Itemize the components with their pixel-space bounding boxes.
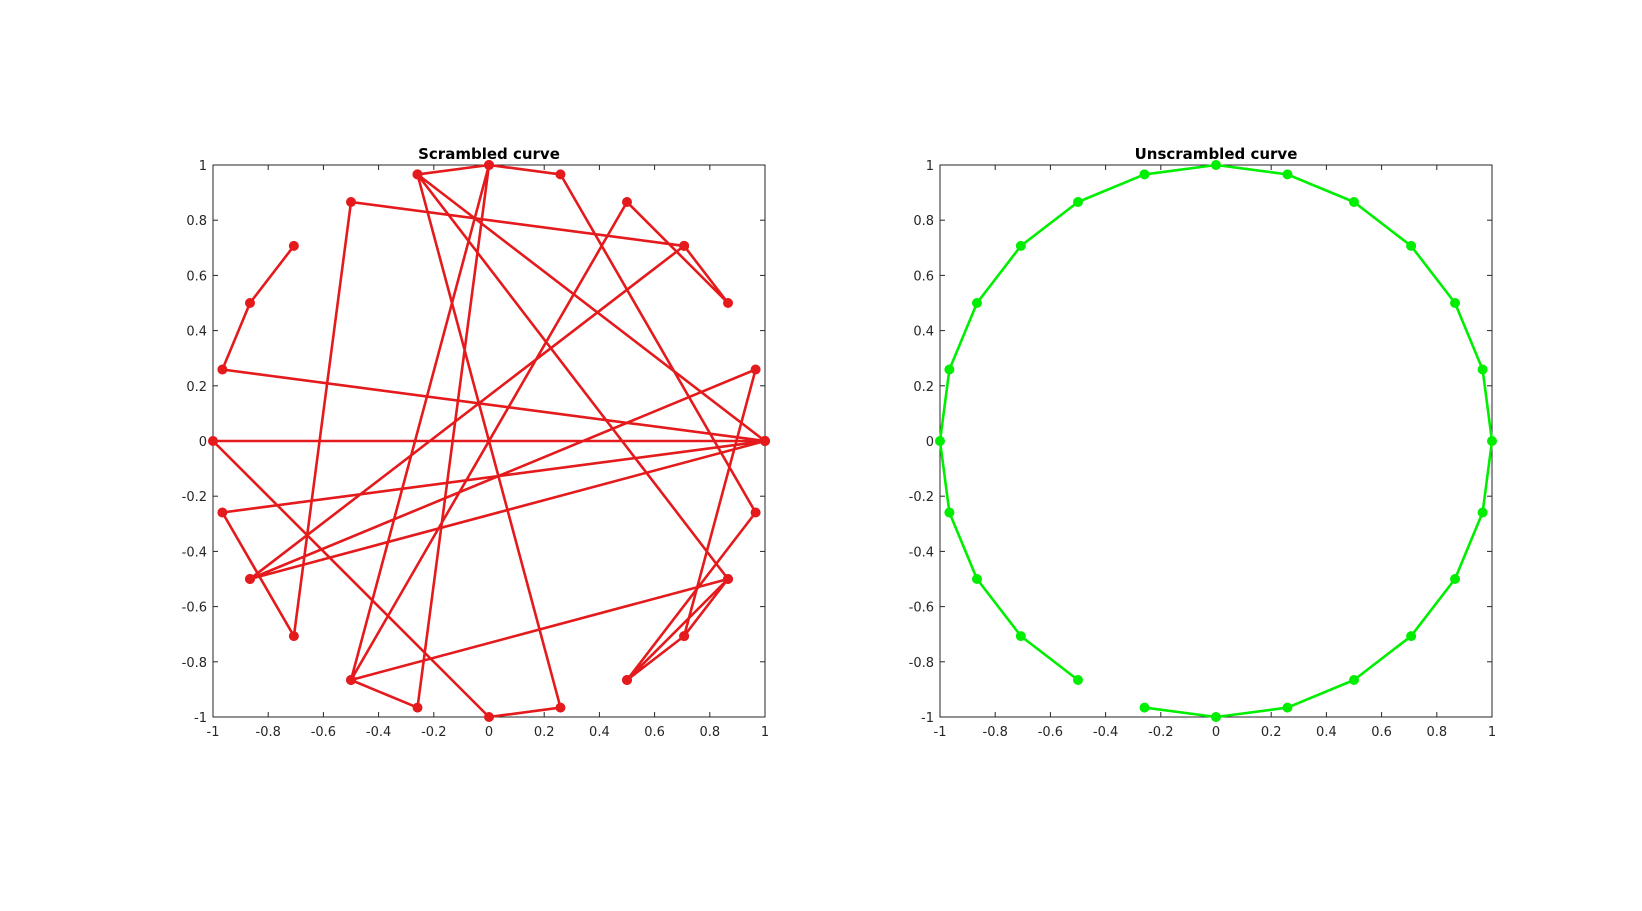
x-tick-label: 1	[761, 725, 769, 740]
data-point	[244, 574, 255, 584]
data-point	[1406, 631, 1417, 642]
chart-title: Scrambled curve	[418, 145, 560, 163]
data-point	[484, 712, 494, 722]
x-tick-label: -1	[934, 725, 947, 740]
data-point	[1349, 675, 1359, 686]
data-point	[971, 574, 982, 584]
data-point	[1139, 702, 1150, 713]
y-tick-label: 0.4	[913, 325, 934, 340]
y-tick-label: 0.2	[913, 380, 934, 395]
data-point	[944, 507, 955, 518]
y-tick-label: 0.8	[913, 214, 934, 229]
y-tick-label: 0.6	[913, 269, 934, 284]
x-tick-label: 0.2	[534, 725, 555, 740]
data-point	[971, 298, 982, 308]
y-tick-label: -0.6	[909, 601, 934, 616]
y-tick-label: 0.6	[186, 269, 207, 284]
x-tick-label: -0.8	[983, 725, 1008, 740]
x-tick-label: 0	[1212, 725, 1220, 740]
x-tick-label: 0.4	[1316, 725, 1337, 740]
data-point	[723, 298, 734, 308]
y-tick-label: 0.4	[186, 325, 207, 340]
data-point	[622, 196, 632, 207]
data-point	[217, 364, 228, 375]
y-tick-label: -0.8	[909, 656, 934, 671]
data-point	[1450, 574, 1461, 584]
data-point	[244, 298, 255, 308]
x-tick-label: 0.6	[644, 725, 665, 740]
x-tick-label: -1	[207, 725, 220, 740]
y-tick-label: 0.8	[186, 214, 207, 229]
data-point	[679, 240, 690, 251]
data-point	[1015, 240, 1026, 251]
data-point	[750, 507, 761, 518]
chart-title: Unscrambled curve	[1135, 145, 1298, 163]
data-point	[1211, 712, 1221, 722]
data-point	[1073, 196, 1083, 207]
y-tick-label: -1	[921, 711, 934, 726]
data-point	[484, 160, 494, 170]
data-point	[1211, 160, 1221, 170]
y-tick-label: -0.4	[182, 545, 207, 560]
series-line	[938, 163, 1494, 719]
x-tick-label: -0.2	[421, 725, 446, 740]
y-tick-label: 0.2	[186, 380, 207, 395]
y-tick-label: 0	[926, 435, 934, 450]
data-point	[288, 240, 299, 251]
x-tick-label: 0.4	[589, 725, 610, 740]
data-point	[1282, 169, 1293, 180]
x-tick-label: -0.6	[311, 725, 336, 740]
data-point	[1406, 240, 1417, 251]
x-tick-label: 1	[1488, 725, 1496, 740]
data-point	[1477, 507, 1488, 518]
x-tick-label: -0.6	[1038, 725, 1063, 740]
data-point	[346, 196, 356, 207]
data-point	[750, 364, 761, 375]
y-tick-label: -1	[194, 711, 207, 726]
y-tick-label: -0.2	[909, 490, 934, 505]
chart-scrambled-curve: -1 -0.8 -0.6 -0.4 -0.2 0 0.2 0.4 0.6 0.8 1 1 0.8 0.6 0…	[182, 145, 770, 740]
data-point	[679, 631, 690, 642]
data-point	[555, 702, 566, 713]
data-point	[1477, 364, 1488, 375]
data-point	[346, 675, 356, 686]
x-tick-label: -0.8	[256, 725, 281, 740]
x-tick-label: -0.4	[1093, 725, 1118, 740]
data-point	[217, 507, 228, 518]
data-point	[622, 675, 632, 686]
x-tick-label: -0.4	[366, 725, 391, 740]
y-tick-label: -0.8	[182, 656, 207, 671]
y-tick-label: 1	[199, 159, 207, 174]
y-tick-label: -0.2	[182, 490, 207, 505]
data-point	[412, 169, 423, 180]
data-point	[288, 631, 299, 642]
x-tick-label: 0.6	[1371, 725, 1392, 740]
data-point	[1015, 631, 1026, 642]
data-point	[1349, 196, 1359, 207]
data-point	[935, 436, 945, 446]
data-point	[723, 574, 734, 584]
data-point	[208, 436, 218, 446]
x-tick-label: 0	[485, 725, 493, 740]
data-point	[1450, 298, 1461, 308]
series-line	[211, 163, 767, 719]
data-point	[1282, 702, 1293, 713]
y-tick-label: 0	[199, 435, 207, 450]
x-tick-label: 0.8	[1426, 725, 1447, 740]
data-point	[1073, 675, 1083, 686]
data-point	[1487, 436, 1497, 446]
chart-unscrambled-curve: -1 -0.8 -0.6 -0.4 -0.2 0 0.2 0.4 0.6 0.8 1 1 0.8 0.6 0…	[909, 145, 1497, 740]
data-point	[412, 702, 423, 713]
data-point	[760, 436, 770, 446]
y-tick-label: 1	[926, 159, 934, 174]
x-tick-label: -0.2	[1148, 725, 1173, 740]
y-tick-label: -0.6	[182, 601, 207, 616]
y-tick-label: -0.4	[909, 545, 934, 560]
data-point	[1139, 169, 1150, 180]
x-tick-label: 0.8	[699, 725, 720, 740]
data-point	[555, 169, 566, 180]
x-tick-label: 0.2	[1261, 725, 1282, 740]
data-point	[944, 364, 955, 375]
